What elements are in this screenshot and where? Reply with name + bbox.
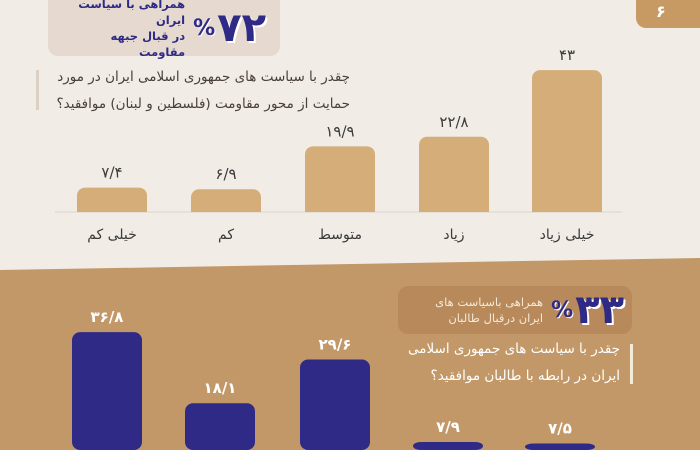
percent-sign: %: [193, 15, 216, 41]
stat-caption-line: ایران درقبال طالبان: [448, 311, 544, 325]
value-label: ۲۹/۶: [319, 336, 352, 354]
page-number: ۶: [656, 2, 666, 21]
value-label: ۴۳: [559, 46, 575, 64]
stat-number: ۳۳: [575, 287, 626, 333]
bar-base: [532, 204, 602, 212]
bottom-stat-badge: ۳۳ % همراهی باسیاست های ایران درقبال طال…: [398, 286, 632, 334]
category-label: کم: [218, 227, 234, 243]
question-line: چقدر با سیاست های جمهوری اسلامی: [407, 341, 620, 357]
value-label: ۱۹/۹: [325, 122, 354, 140]
category-label: متوسط: [318, 227, 362, 243]
page-number-tab: ۶: [636, 0, 700, 28]
top-question: چقدر با سیاست های جمهوری اسلامی ایران در…: [50, 64, 351, 118]
percent-sign: %: [551, 297, 574, 323]
bar: [185, 403, 255, 450]
bar: [300, 359, 370, 450]
question-line: حمایت از محور مقاومت (فلسطین و لبنان) مو…: [56, 96, 351, 112]
bar-base: [419, 204, 489, 212]
question-line: ایران در رابطه با طالبان موافقید؟: [430, 368, 620, 384]
bar: [305, 146, 375, 212]
top-stat-badge: ۷۲ % همراهی با سیاست ایران در قبال جبهه …: [48, 0, 280, 59]
bar-base: [191, 204, 261, 212]
question-accent-bar: [36, 70, 39, 110]
stat-caption: همراهی با سیاست ایران در قبال جبهه مقاوم…: [62, 0, 185, 60]
value-label: ۳۶/۸: [91, 308, 124, 326]
value-label: ۷/۹: [436, 418, 460, 436]
stat-number: ۷۲: [217, 5, 268, 51]
category-label: خیلی زیاد: [540, 227, 595, 243]
category-label: خیلی کم: [87, 227, 137, 243]
stat-caption-line: همراهی با سیاست ایران: [78, 0, 186, 27]
category-label: زیاد: [443, 227, 464, 243]
bar: [525, 443, 595, 450]
stat-caption-line: در قبال جبهه مقاومت: [110, 29, 186, 59]
bar: [419, 136, 489, 212]
bar: [532, 70, 602, 212]
bottom-question: چقدر با سیاست های جمهوری اسلامی ایران در…: [380, 336, 620, 390]
stat-caption: همراهی باسیاست های ایران درقبال طالبان: [435, 294, 543, 326]
bar: [72, 332, 142, 450]
value-label: ۷/۴: [101, 164, 122, 182]
bar-base: [77, 204, 147, 212]
value-label: ۷/۵: [548, 420, 572, 438]
question-accent-bar: [630, 344, 633, 384]
value-label: ۲۲/۸: [439, 113, 468, 131]
stat-caption-line: همراهی باسیاست های: [435, 295, 544, 309]
question-line: چقدر با سیاست های جمهوری اسلامی ایران در…: [57, 69, 350, 85]
bar: [413, 441, 483, 450]
bar-base: [305, 204, 375, 212]
value-label: ۶/۹: [215, 165, 236, 183]
value-label: ۱۸/۱: [204, 379, 237, 397]
